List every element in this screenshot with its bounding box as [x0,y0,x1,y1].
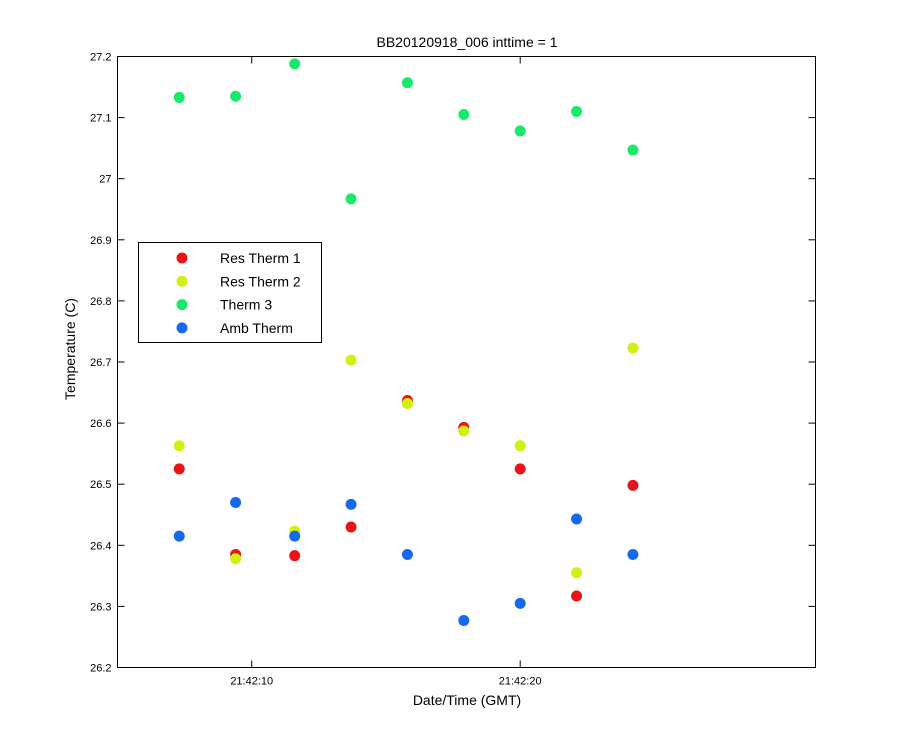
plot-area [117,56,816,668]
data-point [401,77,413,89]
data-point [571,105,583,117]
data-point [458,425,470,437]
legend-box [138,242,322,343]
data-point [458,109,470,121]
data-point [571,590,583,602]
y-tick-label: 26.9 [90,235,111,247]
data-point [173,440,185,452]
legend-marker [176,299,188,311]
y-tick-label: 26.5 [90,479,111,491]
y-tick-label: 26.4 [90,540,111,552]
series-res-therm-2 [173,342,639,579]
y-tick-label: 26.7 [90,357,111,369]
data-point [345,498,357,510]
data-point [514,440,526,452]
data-points [173,58,639,626]
data-point [289,550,301,562]
x-tick-label: 21:42:20 [499,676,542,688]
data-point [627,342,639,354]
series-amb-therm [173,497,639,626]
data-point [514,597,526,609]
y-axis: 26.2 26.3 26.4 26.5 26.6 26.7 26.8 26.9 27 27.1 27… [90,52,816,675]
data-point [401,548,413,560]
legend-label: Amb Therm [220,320,293,336]
x-axis-title: Date/Time (GMT) [413,692,521,708]
data-point [401,398,413,410]
data-point [289,530,301,542]
data-point [345,354,357,366]
y-tick-label: 26.8 [90,296,111,308]
data-point [571,567,583,579]
y-tick-label: 26.2 [90,663,111,675]
legend-label: Res Therm 2 [220,273,301,289]
data-point [173,530,185,542]
y-tick-label: 26.3 [90,601,111,613]
data-point [230,90,242,102]
chart-title: BB20120918_006 inttime = 1 [377,34,558,50]
y-axis-title: Temperature (C) [62,298,78,400]
data-point [230,497,242,509]
data-point [514,463,526,475]
x-axis: 21:42:10 21:42:20 [230,56,542,688]
data-point [458,614,470,626]
legend-marker [176,275,188,287]
data-point [173,463,185,475]
legend-marker [176,322,188,334]
data-point [230,553,242,565]
series-therm-3 [173,58,639,205]
data-point [345,521,357,533]
data-point [627,548,639,560]
legend-marker [176,252,188,264]
y-tick-label: 27.1 [90,113,111,125]
data-point [627,479,639,491]
y-tick-label: 27 [99,174,111,186]
legend-label: Res Therm 1 [220,250,301,266]
data-point [514,125,526,137]
data-point [289,58,301,70]
data-point [627,144,639,156]
legend: Res Therm 1 Res Therm 2 Therm 3 Amb Therm [138,242,322,343]
y-tick-label: 26.6 [90,418,111,430]
y-tick-label: 27.2 [90,52,111,64]
data-point [571,513,583,525]
legend-label: Therm 3 [220,297,272,313]
x-tick-label: 21:42:10 [230,676,273,688]
data-point [173,91,185,103]
data-point [345,193,357,205]
series-res-therm-1 [173,394,639,602]
